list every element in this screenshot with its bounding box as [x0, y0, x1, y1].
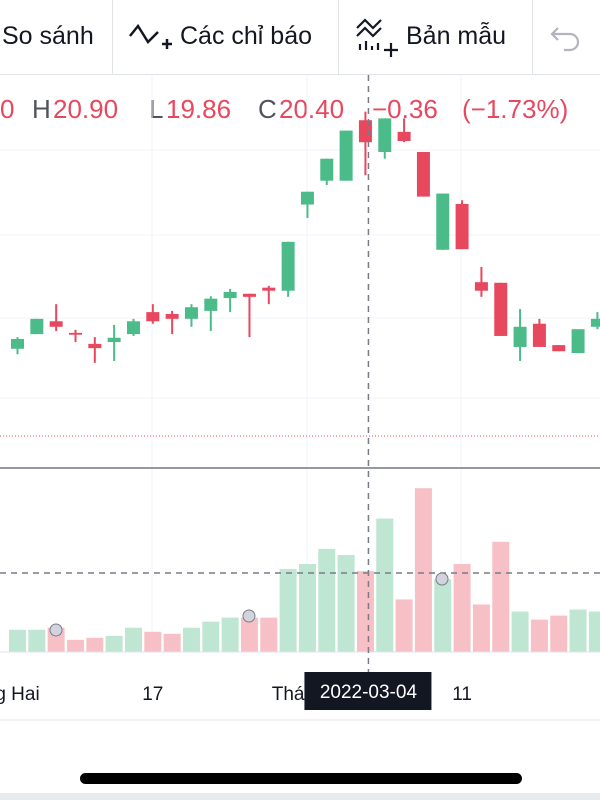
templates-button[interactable]: Bản mẫu: [406, 22, 507, 50]
candle-body: [165, 313, 179, 319]
legend-open: 0: [0, 94, 15, 124]
candle-body: [358, 120, 372, 143]
volume-bar: [202, 621, 220, 652]
candle-body: [320, 158, 334, 181]
time-axis: g Hai 17 Thá 11: [0, 684, 472, 705]
candle-body: [184, 307, 198, 319]
candle-body: [590, 318, 600, 327]
candle-body: [571, 329, 585, 354]
x-tick-label: Thá: [272, 684, 305, 705]
event-marker[interactable]: [49, 623, 63, 637]
separator: [112, 0, 113, 74]
volume-bar: [550, 615, 568, 652]
volume-bar: [414, 488, 432, 652]
candle-body: [126, 321, 140, 335]
indicators-icon[interactable]: [128, 20, 174, 60]
volume-bar: [530, 619, 548, 652]
volume-bar: [318, 548, 336, 652]
legend-low: 19.86: [166, 94, 232, 124]
candle-body: [397, 131, 411, 141]
candle-body: [474, 282, 488, 291]
volume-bar: [356, 571, 374, 652]
candle-body: [416, 152, 430, 197]
candle-body: [146, 312, 160, 322]
candle-body: [532, 323, 546, 347]
x-tick-label: 11: [452, 684, 472, 705]
candle-body: [300, 191, 314, 205]
crosshair-label-bg: [304, 672, 432, 710]
volume-bar: [337, 554, 355, 652]
candle-body: [378, 118, 392, 152]
volume-bar: [240, 617, 258, 652]
candle-body: [513, 326, 527, 347]
volume-bar: [588, 611, 600, 652]
candle-body: [107, 337, 121, 343]
bottom-strip: [0, 793, 600, 800]
volume-bar: [221, 617, 239, 652]
volume-bar: [260, 617, 278, 652]
legend-low-label: L: [149, 94, 164, 124]
volume-bar: [434, 579, 452, 652]
event-marker[interactable]: [242, 609, 256, 623]
undo-icon[interactable]: [550, 24, 582, 52]
candle-body: [281, 241, 295, 291]
volume-bar: [144, 631, 162, 652]
volume-bar: [9, 629, 26, 652]
crosshair-label: 2022-03-04: [320, 682, 418, 703]
candle-body: [11, 339, 24, 349]
separator: [532, 0, 533, 74]
legend-change-pct: (−1.73%): [462, 94, 569, 124]
volume-bar: [376, 518, 394, 652]
volume-bar: [28, 629, 46, 652]
templates-icon[interactable]: [354, 16, 404, 60]
candle-body: [552, 345, 566, 352]
home-indicator: [80, 773, 522, 784]
volume-bar: [105, 635, 123, 652]
price-pane: [11, 111, 600, 363]
volume-bar: [511, 611, 529, 652]
x-tick-label: g Hai: [0, 684, 40, 705]
candle-body: [49, 321, 63, 327]
candle-body: [223, 291, 237, 299]
candle-body: [88, 343, 102, 349]
volume-bar: [66, 639, 84, 652]
volume-bar: [279, 569, 297, 652]
grid: [0, 75, 600, 652]
volume-pane: [9, 488, 600, 652]
volume-bar: [453, 564, 471, 652]
candle-body: [30, 318, 44, 335]
volume-bar: [182, 627, 200, 652]
volume-bar: [472, 604, 490, 652]
volume-bar: [492, 541, 510, 652]
legend-close-label: C: [258, 94, 277, 124]
candle-body: [455, 203, 469, 250]
volume-bar: [86, 637, 104, 652]
indicators-button[interactable]: Các chỉ báo: [180, 22, 313, 50]
candle-body: [242, 293, 256, 297]
compare-button[interactable]: So sánh: [2, 22, 94, 50]
candle-body: [262, 287, 276, 291]
legend-high: 20.90: [53, 94, 119, 124]
toolbar: So sánh Các chỉ báo Bản mẫu: [0, 0, 600, 75]
chart: g Hai 17 Thá 11 2022-03-04: [0, 75, 600, 800]
candle-body: [494, 282, 508, 336]
volume-bar: [163, 633, 181, 652]
volume-bar: [124, 627, 142, 652]
volume-bar: [298, 564, 316, 652]
candle-body: [339, 130, 353, 181]
legend-close: 20.40: [279, 94, 345, 124]
x-tick-label: 17: [142, 684, 163, 705]
volume-bar: [569, 609, 587, 652]
candle-body: [68, 332, 82, 335]
separator: [338, 0, 339, 74]
legend-high-label: H: [32, 94, 51, 124]
volume-bar: [395, 599, 413, 652]
candle-body: [204, 298, 218, 311]
candle-body: [436, 193, 450, 250]
event-marker[interactable]: [435, 572, 449, 586]
